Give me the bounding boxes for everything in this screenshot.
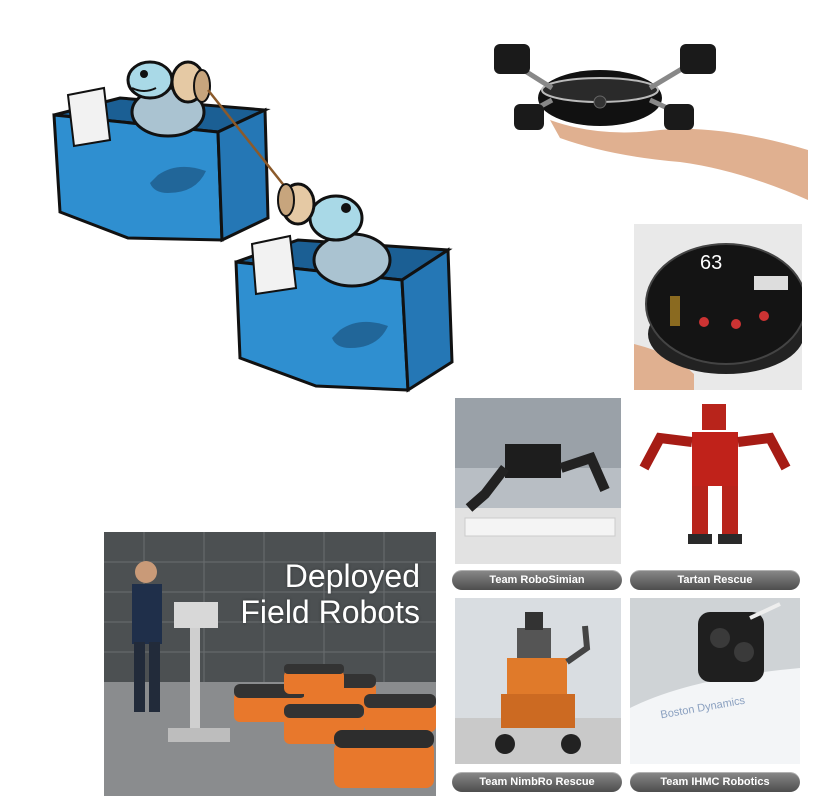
caption-tartan-rescue: Tartan Rescue [630,570,800,590]
tartan-rescue-photo [630,398,800,564]
can-string [207,89,287,189]
warehouse-title: Deployed Field Robots [240,558,420,630]
caption-robosimian: Team RoboSimian [452,570,622,590]
drone-in-hand-photo [494,44,808,200]
hand [550,120,808,200]
warehouse-title-line2: Field Robots [240,594,420,630]
container-2 [234,182,454,393]
ihmc-robotics-photo: Boston Dynamics [630,598,800,764]
warehouse-worker [132,561,162,712]
container-1 [52,60,271,243]
docker-containers-illustration [52,60,454,393]
board-number-label: 63 [700,252,723,274]
warehouse-title-line1: Deployed [284,558,420,594]
rotor [494,44,530,74]
robosimian-photo [455,398,621,564]
nimbro-rescue-photo [455,598,621,764]
caption-ihmc-robotics: Team IHMC Robotics [630,772,800,792]
caption-nimbro-rescue: Team NimbRo Rescue [452,772,622,792]
swarm-robot-photo: 63 [634,224,802,390]
warehouse-robots-photo: Deployed Field Robots [104,532,436,796]
